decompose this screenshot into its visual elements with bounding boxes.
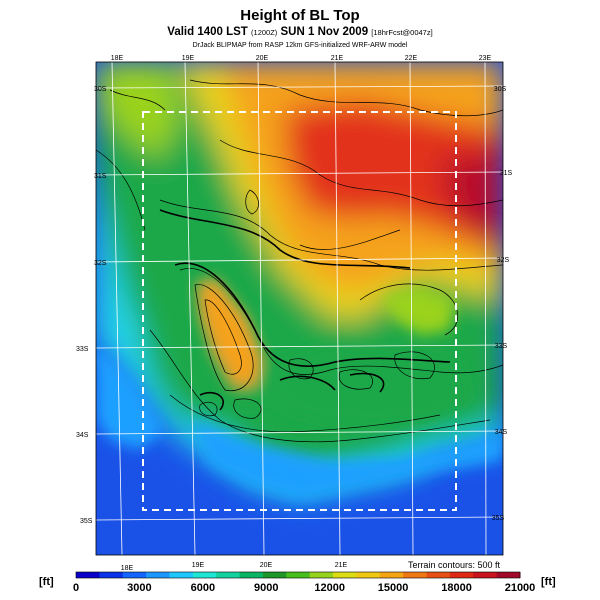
lat-lon-grid bbox=[96, 62, 503, 555]
lat-label-left: 34S bbox=[76, 432, 89, 439]
colorbar-tick-label: 21000 bbox=[505, 582, 536, 594]
colorbar-swatch bbox=[169, 572, 194, 578]
land-red bbox=[285, 100, 503, 250]
lat-label-right: 33S bbox=[495, 343, 508, 350]
model-credit: DrJack BLIPMAP from RASP 12km GFS-initia… bbox=[192, 42, 408, 49]
lat-label-right: 30S bbox=[494, 86, 507, 93]
colorbar-swatch bbox=[286, 572, 311, 578]
karoo-green bbox=[270, 345, 470, 425]
colorbar-swatch bbox=[192, 572, 217, 578]
colorbar-swatch bbox=[356, 572, 381, 578]
map-frame bbox=[95, 61, 504, 556]
colorbar-swatch bbox=[146, 572, 170, 578]
colorbar-swatch bbox=[403, 572, 428, 578]
colorbar-swatch bbox=[239, 572, 264, 578]
colorbar-swatch bbox=[496, 572, 521, 578]
lat-label-right: 34S bbox=[495, 429, 508, 436]
lat-label-left: 35S bbox=[80, 518, 93, 525]
lon-label-top: 23E bbox=[479, 55, 492, 62]
colorbar-tick-label: 6000 bbox=[191, 582, 215, 594]
valid-time: Valid 1400 LST bbox=[167, 26, 248, 38]
lon-label-bottom: 20E bbox=[260, 562, 273, 569]
coast-cyan bbox=[190, 420, 503, 500]
colorbar-swatch bbox=[122, 572, 147, 578]
colorbar-swatch bbox=[426, 572, 451, 578]
lat-label-left: 30S bbox=[94, 86, 107, 93]
colorbar-unit-left: [ft] bbox=[39, 576, 54, 588]
colorbar-unit-right: [ft] bbox=[541, 576, 556, 588]
colorbar-swatch bbox=[99, 572, 124, 578]
lat-label-left: 32S bbox=[94, 260, 107, 267]
colorbar-swatch bbox=[473, 572, 498, 578]
lon-label-bottom: 21E bbox=[335, 562, 348, 569]
coastal-plume bbox=[96, 345, 165, 450]
utc-time: (1200Z) bbox=[251, 28, 278, 37]
longitude-labels-top: 18E 19E 20E 21E 22E 23E bbox=[111, 55, 492, 62]
lon-label-top: 19E bbox=[182, 55, 195, 62]
ridge-core bbox=[200, 282, 260, 385]
colorbar-tick-label: 0 bbox=[73, 582, 79, 594]
colorbar-swatch bbox=[309, 572, 334, 578]
lat-label-left: 31S bbox=[94, 173, 107, 180]
lat-label-right: 32S bbox=[497, 257, 510, 264]
inner-domain-box bbox=[142, 111, 457, 511]
colorbar-frame bbox=[75, 571, 521, 579]
colorbar-swatch bbox=[333, 572, 357, 578]
colorbar-tick-label: 3000 bbox=[127, 582, 151, 594]
latitude-labels-right: 30S 31S 32S 33S 34S 35S bbox=[492, 86, 513, 522]
lat-label-left: 33S bbox=[76, 346, 89, 353]
colorbar-tick-label: 15000 bbox=[378, 582, 409, 594]
lat-label-right: 31S bbox=[500, 170, 513, 177]
lower-yellow bbox=[380, 285, 455, 335]
colorbar-swatch bbox=[262, 572, 287, 578]
lon-label-top: 21E bbox=[331, 55, 344, 62]
colorbar-tick-label: 9000 bbox=[254, 582, 278, 594]
lon-label-bottom: 19E bbox=[192, 562, 205, 569]
colorbar-swatch bbox=[379, 572, 404, 578]
forecast-date: SUN 1 Nov 2009 bbox=[280, 26, 369, 38]
latitude-labels-left: 30S 31S 32S 33S 34S 35S bbox=[76, 86, 107, 525]
colorbar-swatch bbox=[76, 572, 100, 578]
colorbar-tick-label: 18000 bbox=[441, 582, 472, 594]
lat-label-right: 35S bbox=[492, 515, 505, 522]
terrain-contours-bold bbox=[159, 209, 451, 411]
colorbar bbox=[75, 571, 521, 579]
colorbar-tick-label: 12000 bbox=[314, 582, 345, 594]
colorbar-swatch bbox=[449, 572, 474, 578]
colorbar-swatch bbox=[216, 572, 241, 578]
lon-label-bottom: 18E bbox=[121, 565, 134, 572]
forecast-info: [18hrFcst@0047z] bbox=[371, 28, 433, 37]
subtitle: Valid 1400 LST (1200Z) SUN 1 Nov 2009 [1… bbox=[0, 26, 600, 38]
page-title: Height of BL Top bbox=[240, 7, 360, 24]
terrain-note: Terrain contours: 500 ft bbox=[408, 560, 501, 570]
lon-label-top: 18E bbox=[111, 55, 124, 62]
lon-label-top: 22E bbox=[405, 55, 418, 62]
land-upper-left bbox=[96, 62, 180, 160]
lon-label-top: 20E bbox=[256, 55, 269, 62]
colorbar-ticks: 0 3000 6000 9000 12000 15000 18000 21000 bbox=[73, 582, 535, 594]
height-field bbox=[96, 62, 503, 555]
longitude-labels-bottom: 18E 19E 20E 21E bbox=[121, 562, 348, 572]
